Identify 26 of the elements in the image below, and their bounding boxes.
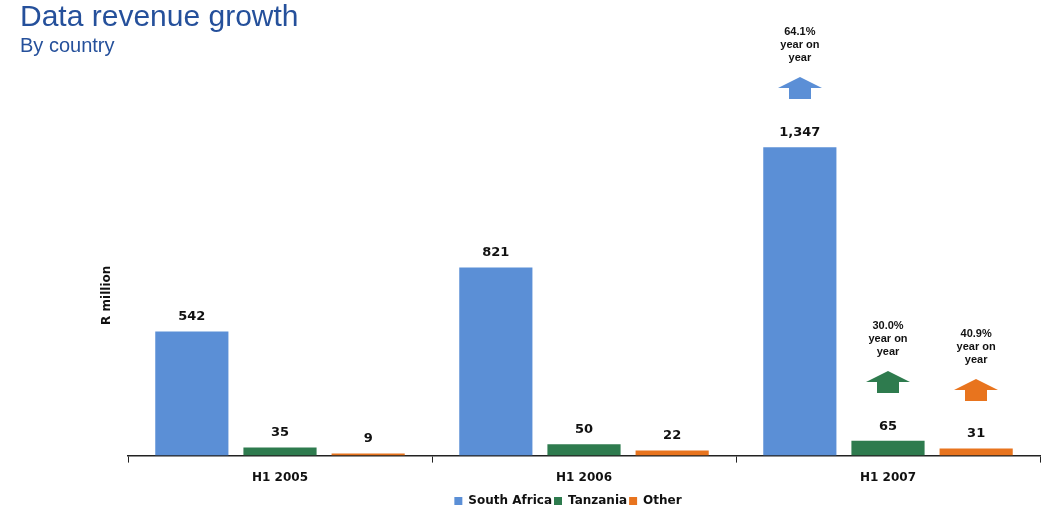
- annotation: 40.9% year on year: [956, 326, 996, 365]
- data-label: 65: [878, 417, 898, 433]
- data-label: 821: [482, 244, 510, 260]
- data-label: 542: [178, 308, 206, 324]
- data-label: 50: [574, 421, 594, 437]
- legend-label: Tanzania: [567, 493, 628, 508]
- x-tick-label: H1 2006: [556, 469, 612, 484]
- text: 64.1% year on year: [780, 25, 820, 64]
- bar: [459, 267, 533, 456]
- data-label: 9: [363, 430, 373, 446]
- x-tick-label: H1 2005: [252, 469, 308, 484]
- bar: [547, 444, 621, 456]
- bar: [155, 331, 229, 456]
- data-label: 35: [270, 424, 290, 440]
- legend-label: Other: [643, 493, 682, 508]
- annotation: 30.0% year on year: [868, 318, 908, 357]
- legend-label: South Africa: [468, 493, 552, 508]
- data-label: 22: [663, 427, 682, 443]
- chart-subtitle: By country: [20, 34, 115, 56]
- data-label: 31: [967, 425, 986, 441]
- x-tick-label: H1 2007: [860, 469, 916, 484]
- chart-title: Data revenue growth: [20, 0, 299, 32]
- bar: [851, 440, 925, 456]
- data-label: 1,347: [779, 124, 821, 140]
- y-axis-title: R million: [99, 265, 114, 325]
- bar: [763, 147, 837, 456]
